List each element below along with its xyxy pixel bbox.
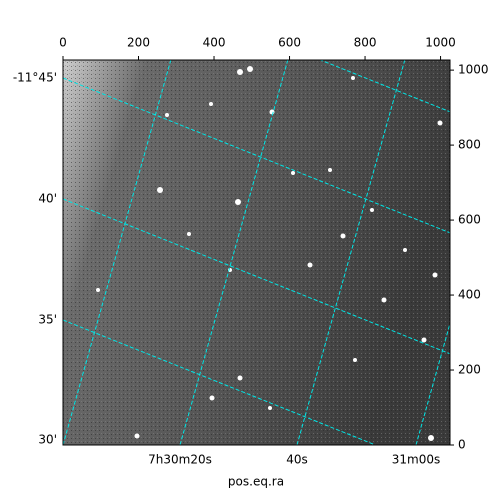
- dec-tick-label: -11°45': [13, 71, 57, 85]
- x-tick-label: 800: [354, 36, 377, 50]
- dec-tick-label: 30': [38, 433, 57, 447]
- ra-tick-label: 7h30m20s: [148, 453, 212, 467]
- y-tick-label: 600: [458, 213, 481, 227]
- x-tick-label: 200: [127, 36, 150, 50]
- dec-grid-line: [63, 77, 450, 234]
- ra-grid-line: [296, 60, 406, 445]
- ra-grid-line: [63, 60, 172, 445]
- frame: [62, 59, 451, 446]
- x-axis-label: pos.eq.ra: [228, 475, 284, 489]
- dec-grid-line: [63, 198, 450, 355]
- x-tick-label: 0: [59, 36, 67, 50]
- y-tick-label: 200: [458, 363, 481, 377]
- ra-tick-label: 40s: [286, 453, 308, 467]
- ra-grid-line: [415, 321, 450, 445]
- ra-tick-label: 31m00s: [392, 453, 440, 467]
- ra-grid-line: [179, 60, 289, 445]
- x-tick-label: 600: [278, 36, 301, 50]
- y-tick-label: 0: [458, 438, 466, 452]
- dec-tick-label: 35': [38, 313, 57, 327]
- y-tick-label: 1000: [458, 63, 489, 77]
- coordinate-grid: [63, 60, 450, 445]
- x-tick-label: 1000: [425, 36, 456, 50]
- y-tick-label: 400: [458, 288, 481, 302]
- noise: [63, 60, 450, 445]
- dec-grid-line: [63, 319, 377, 445]
- dec-tick-label: 40': [38, 192, 57, 206]
- image: [63, 60, 450, 445]
- x-tick-label: 400: [203, 36, 226, 50]
- y-tick-label: 800: [458, 138, 481, 152]
